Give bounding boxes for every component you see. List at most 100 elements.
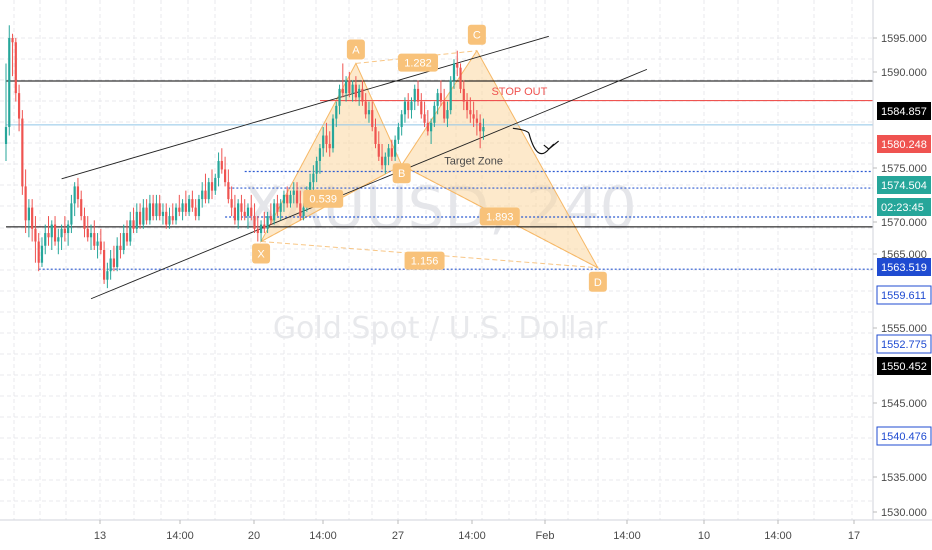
candle-body xyxy=(60,228,63,238)
candle-body xyxy=(168,216,171,225)
time-tick-label: 10 xyxy=(698,530,710,542)
candle-body xyxy=(426,122,429,132)
candle-body xyxy=(207,182,210,200)
candle-body xyxy=(315,160,318,174)
candle-body xyxy=(338,88,341,106)
ratio-label: 1.282 xyxy=(398,53,439,72)
ratio-label: 1.893 xyxy=(479,207,520,226)
candle-body xyxy=(364,101,367,115)
candle-body xyxy=(371,110,374,128)
candle-body xyxy=(446,110,449,119)
candle-body xyxy=(40,245,44,263)
candle xyxy=(243,199,246,221)
candle-body xyxy=(53,224,57,242)
candle xyxy=(103,241,106,284)
candle-body xyxy=(266,216,269,229)
candle xyxy=(286,186,289,208)
ratio-value: 1.156 xyxy=(411,256,439,268)
price-tag-value: 1540.476 xyxy=(881,431,927,443)
candle-body xyxy=(145,207,148,221)
candle xyxy=(138,203,142,229)
candle xyxy=(407,93,410,119)
price-tag-value: 1552.775 xyxy=(881,339,927,351)
candle-body xyxy=(34,228,37,242)
price-tag: 1574.504 xyxy=(877,176,931,194)
pattern-point-badge xyxy=(467,24,486,45)
candle xyxy=(24,169,27,234)
channel-upper-line xyxy=(61,35,549,180)
candle xyxy=(220,148,223,174)
candle-body xyxy=(14,42,17,94)
pattern-point-badge xyxy=(588,271,607,292)
candle xyxy=(188,194,191,217)
price-tag-value: 1559.611 xyxy=(881,290,926,302)
candle xyxy=(472,101,475,128)
time-tick-label: 27 xyxy=(392,530,404,542)
projection-arrow xyxy=(512,127,560,155)
candle-body xyxy=(24,186,27,221)
candle xyxy=(364,93,367,119)
candle xyxy=(129,211,132,246)
candle-body xyxy=(328,144,331,149)
price-tag-value: 1563.519 xyxy=(881,262,927,274)
price-tag-badge xyxy=(876,285,932,305)
price-tick-label: 1530.000 xyxy=(881,507,927,519)
candle xyxy=(44,224,47,255)
candle xyxy=(377,131,380,161)
candle-body xyxy=(420,101,423,115)
candle xyxy=(371,101,374,132)
candle-body xyxy=(112,258,116,267)
candle xyxy=(446,101,449,128)
time-tick-label: 13 xyxy=(94,530,106,542)
price-tag: 1584.857 xyxy=(877,102,931,120)
candle-body xyxy=(44,233,47,246)
candle-body xyxy=(197,199,201,217)
candle xyxy=(57,228,60,255)
candle-body xyxy=(155,203,158,217)
candle xyxy=(204,173,207,204)
candle xyxy=(237,199,240,229)
candle xyxy=(439,80,443,106)
candle-body xyxy=(325,135,328,144)
candle xyxy=(475,110,478,136)
pattern-point-badge xyxy=(252,243,271,264)
candle xyxy=(302,203,305,221)
price-tag-badge xyxy=(877,102,931,120)
candle xyxy=(263,211,266,234)
candle xyxy=(122,224,125,255)
candle xyxy=(178,194,181,217)
candle-body xyxy=(4,127,8,144)
candle xyxy=(168,207,171,229)
time-tick-label: 14:00 xyxy=(166,530,194,542)
candle xyxy=(403,97,407,123)
candle-body xyxy=(119,245,122,250)
candle xyxy=(289,190,292,208)
candle-body xyxy=(433,105,436,123)
stop-out-label: STOP OUT xyxy=(491,86,547,98)
candle-body xyxy=(246,207,250,217)
candle-body xyxy=(348,80,351,94)
candle xyxy=(322,127,325,157)
candle-body xyxy=(99,241,102,250)
candle xyxy=(83,207,86,238)
candle-body xyxy=(475,118,478,123)
price-tag-value: 02:23:45 xyxy=(881,202,924,214)
candle-body xyxy=(416,88,420,102)
candle xyxy=(400,110,403,136)
channel-lower-line xyxy=(90,68,648,300)
price-tag-badge xyxy=(876,334,932,354)
pattern-leg-xb xyxy=(260,164,402,242)
candle xyxy=(413,84,416,111)
candle-body xyxy=(217,160,220,178)
candle-body xyxy=(469,110,472,115)
price-tag-value: 1580.248 xyxy=(881,139,927,151)
ratio-badge xyxy=(303,189,344,208)
candle-body xyxy=(89,233,93,238)
candle-body xyxy=(423,114,426,123)
price-tick-label: 1535.000 xyxy=(881,472,927,484)
candle-body xyxy=(374,127,377,144)
candle-body xyxy=(178,207,181,212)
price-tag: 1552.775 xyxy=(876,334,932,354)
